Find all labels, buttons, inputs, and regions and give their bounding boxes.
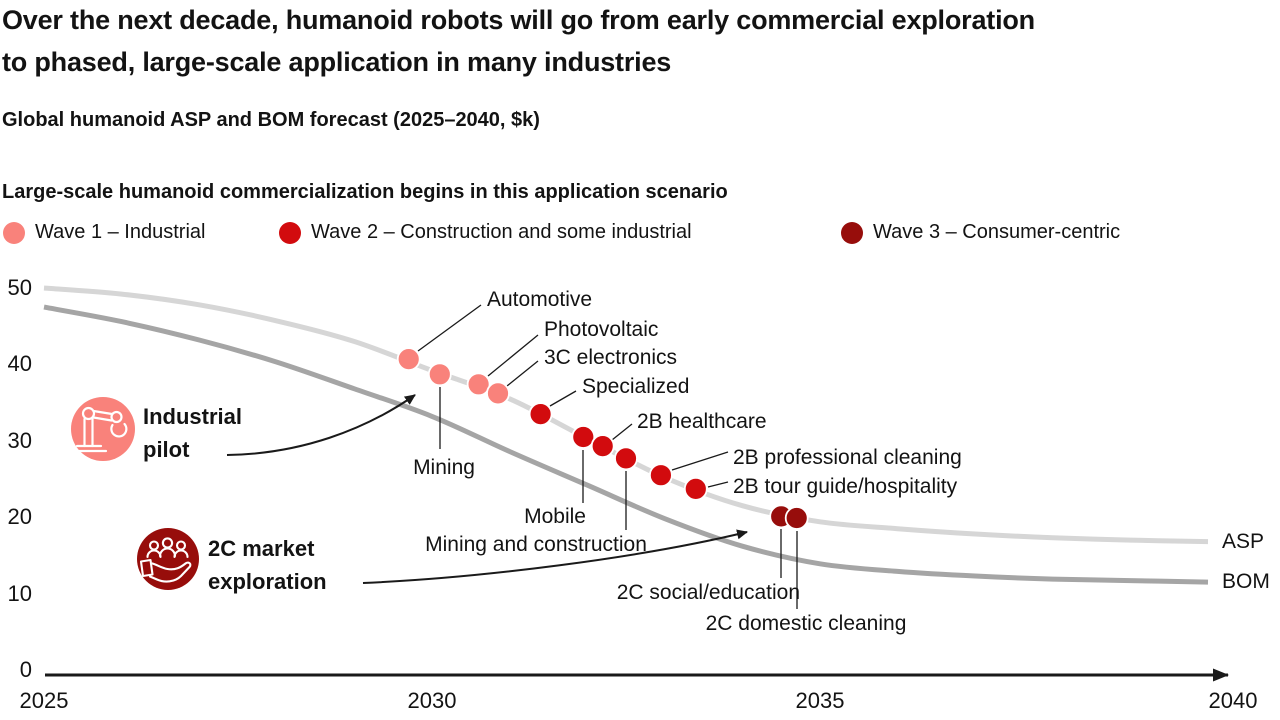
industrial-pilot-arrow (226, 394, 416, 456)
leader-line (707, 481, 729, 488)
milestone-dot (649, 463, 673, 488)
legend-item-wave3: Wave 3 – Consumer-centric (841, 221, 1120, 244)
bom-curve (43, 304, 1209, 585)
2c-market-arrow (362, 529, 748, 584)
legend-label-wave1: Wave 1 – Industrial (35, 221, 206, 243)
milestone-label: Photovoltaic (544, 318, 659, 341)
annotation-arrows (226, 394, 748, 584)
milestone-label: 2B professional cleaning (733, 446, 962, 469)
milestone-dot (486, 381, 510, 406)
milestone-label: 2B healthcare (637, 410, 767, 433)
leader-line (671, 451, 729, 471)
leader-line (417, 304, 482, 352)
milestone-label: 3C electronics (544, 346, 678, 369)
annotation-line: 2C market (208, 536, 315, 561)
milestone-label: 2B tour guide/hospitality (733, 475, 958, 498)
leader-line (549, 390, 577, 407)
milestone-dot (784, 506, 809, 530)
leader-line (487, 334, 539, 377)
y-tick-label: 20 (7, 504, 32, 530)
annotation-line: Industrial (143, 404, 243, 429)
y-tick-label: 40 (7, 351, 32, 377)
y-tick-label: 0 (19, 657, 32, 682)
milestone-label: Mobile (524, 505, 586, 528)
page-title-line-1: Over the next decade, humanoid robots wi… (2, 5, 1035, 35)
milestone-dot (590, 434, 615, 459)
chart-subtitle: Global humanoid ASP and BOM forecast (20… (2, 109, 540, 131)
wave3-dot-icon (841, 221, 863, 244)
milestone-dot (396, 347, 421, 372)
robot-arm-icon (71, 397, 135, 461)
milestone-dots (396, 347, 809, 530)
milestone-label: 2C social/education (616, 581, 800, 604)
leader-line (611, 423, 633, 441)
milestone-label: Mining and construction (425, 533, 647, 556)
milestone-label: Mining (413, 456, 475, 479)
milestone-dot (427, 362, 452, 387)
annotation-line: pilot (143, 437, 190, 462)
page-title-line-2: to phased, large-scale application in ma… (2, 47, 672, 77)
milestone-dot (466, 372, 491, 397)
y-tick-label: 30 (7, 427, 32, 453)
milestone-leader-lines (417, 304, 798, 609)
legend-label-wave3: Wave 3 – Consumer-centric (873, 221, 1121, 243)
legend-label-wave2: Wave 2 – Construction and some industria… (311, 221, 692, 243)
x-tick-label: 2040 (1208, 688, 1258, 713)
annotation-line: exploration (208, 569, 327, 594)
annotation-2c-market-exploration: 2C market exploration (208, 532, 327, 598)
milestone-dot (571, 425, 596, 449)
milestone-dot (528, 402, 553, 427)
milestone-label: Automotive (487, 288, 593, 311)
legend-heading: Large-scale humanoid commercialization b… (2, 181, 728, 203)
y-tick-label: 10 (7, 580, 32, 606)
bom-curve-label: BOM (1222, 570, 1270, 593)
x-tick-label: 2030 (407, 688, 457, 713)
milestone-label: 2C domestic cleaning (705, 612, 907, 635)
x-tick-label: 2025 (19, 688, 69, 713)
leader-line (506, 360, 539, 387)
asp-curve-label: ASP (1222, 530, 1265, 553)
legend-item-wave1: Wave 1 – Industrial (3, 221, 205, 244)
y-tick-label: 50 (7, 275, 32, 300)
annotation-industrial-pilot: Industrial pilot (143, 400, 242, 466)
people-in-hand-icon (137, 528, 199, 590)
milestone-label: Specialized (582, 375, 690, 398)
x-tick-label: 2035 (795, 688, 845, 713)
wave2-dot-icon (279, 221, 301, 244)
milestone-dot (614, 446, 638, 471)
wave1-dot-icon (3, 221, 25, 244)
milestone-dot (683, 476, 708, 501)
legend-item-wave2: Wave 2 – Construction and some industria… (279, 221, 692, 244)
